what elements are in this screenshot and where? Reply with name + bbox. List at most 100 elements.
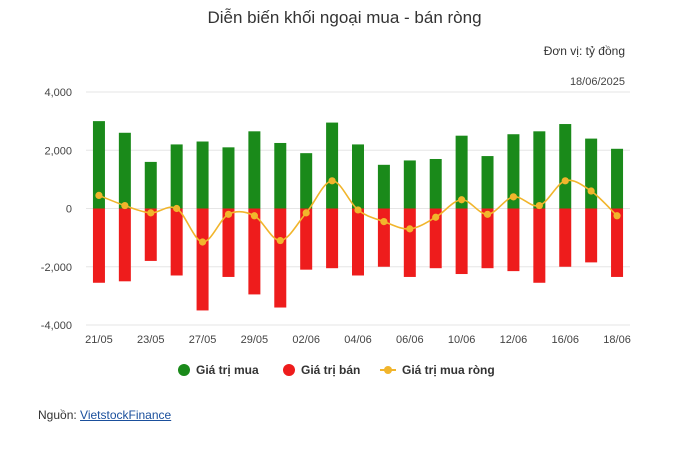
y-tick-label: -2,000 — [41, 262, 72, 274]
x-tick-label: 29/05 — [241, 334, 269, 346]
net-point — [458, 196, 466, 204]
sell-bar — [507, 208, 520, 272]
y-axis-ticks: 4,000 2,000 0 -2,000 -4,000 — [41, 87, 72, 332]
net-point — [147, 209, 155, 217]
net-point — [95, 191, 103, 199]
sell-bar — [118, 208, 131, 282]
x-axis-ticks: 21/05 23/05 27/05 29/05 02/06 04/06 06/06 10/06… — [85, 334, 631, 346]
sell-bar — [403, 208, 416, 277]
net-line — [95, 177, 621, 246]
buy-bar — [248, 131, 261, 209]
x-tick-label: 16/06 — [551, 334, 579, 346]
sell-bar — [377, 208, 390, 267]
sell-bar — [585, 208, 598, 263]
buy-bar — [196, 141, 209, 209]
net-point — [561, 177, 569, 185]
net-point — [328, 177, 336, 185]
buy-bar — [377, 164, 390, 209]
net-point — [198, 238, 207, 246]
sell-bar — [170, 208, 183, 276]
unit-label: Đơn vị: tỷ đồng — [543, 44, 625, 58]
legend-label-net: Giá trị mua ròng — [402, 363, 495, 377]
legend-item-sell[interactable]: Giá trị bán — [283, 362, 360, 378]
sell-swatch-icon — [283, 364, 295, 376]
x-tick-label: 04/06 — [344, 334, 372, 346]
y-tick-label: 0 — [66, 204, 72, 216]
net-point — [535, 201, 543, 210]
x-tick-label: 06/06 — [396, 334, 424, 346]
legend-label-buy: Giá trị mua — [196, 363, 259, 377]
source-note: Nguồn: VietstockFinance — [38, 408, 171, 422]
buy-bar — [611, 148, 624, 209]
y-tick-label: 4,000 — [44, 87, 72, 99]
y-tick-label: 2,000 — [44, 145, 72, 157]
legend-item-net[interactable]: Giá trị mua ròng — [380, 362, 495, 378]
legend-label-sell: Giá trị bán — [301, 363, 361, 377]
legend-item-buy[interactable]: Giá trị mua — [178, 362, 259, 378]
net-point — [509, 193, 518, 201]
sell-bar — [300, 208, 313, 270]
buy-bar — [222, 147, 235, 209]
net-point — [224, 210, 233, 218]
sell-bar — [222, 208, 235, 277]
sell-bar — [533, 208, 546, 283]
net-point — [380, 218, 388, 226]
legend: Giá trị mua Giá trị bán Giá trị mua ròng — [0, 362, 689, 378]
buy-bar — [274, 142, 287, 209]
net-point — [406, 225, 414, 233]
net-point — [173, 204, 181, 213]
net-point — [276, 236, 284, 245]
buy-bar — [326, 122, 339, 209]
buy-bar — [481, 156, 494, 209]
buy-bar — [170, 144, 183, 209]
net-point — [250, 212, 258, 220]
chart-title: Diễn biến khối ngoại mua - bán ròng — [207, 8, 482, 27]
buy-bar — [300, 153, 313, 209]
x-tick-label: 23/05 — [137, 334, 165, 346]
buy-bar — [403, 160, 416, 209]
sell-bar — [248, 208, 261, 295]
source-link[interactable]: VietstockFinance — [80, 408, 172, 422]
sell-bar — [559, 208, 572, 267]
buy-bar — [92, 121, 105, 209]
x-tick-label: 02/06 — [292, 334, 320, 346]
buy-bar — [533, 131, 546, 209]
sell-bar — [92, 208, 105, 283]
net-point — [121, 201, 129, 210]
x-tick-label: 27/05 — [189, 334, 217, 346]
x-tick-label: 12/06 — [500, 334, 528, 346]
sell-bar — [326, 208, 339, 269]
sell-bar — [352, 208, 364, 276]
sell-bar — [481, 208, 494, 269]
buy-bar — [507, 134, 520, 209]
net-point — [613, 212, 621, 220]
y-tick-label: -4,000 — [41, 320, 72, 332]
net-point — [302, 209, 310, 217]
sell-bar — [144, 208, 157, 261]
buy-bar — [559, 124, 572, 209]
sell-bar — [429, 208, 442, 269]
sell-bar — [196, 208, 209, 311]
x-tick-label: 10/06 — [448, 334, 476, 346]
net-point — [483, 210, 492, 218]
sell-bar — [611, 208, 624, 277]
buy-bar — [585, 138, 598, 209]
net-point — [587, 187, 595, 195]
date-label: 18/06/2025 — [569, 76, 625, 88]
net-point — [354, 206, 362, 214]
x-tick-label: 18/06 — [603, 334, 631, 346]
sell-bar — [274, 208, 287, 308]
x-tick-label: 21/05 — [85, 334, 113, 346]
buy-bar — [352, 144, 364, 209]
net-point — [432, 213, 440, 221]
buy-swatch-icon — [178, 364, 190, 376]
net-line-swatch-icon — [380, 364, 396, 376]
source-prefix: Nguồn: — [38, 408, 81, 422]
buy-bar — [144, 161, 157, 209]
buy-bar — [455, 135, 468, 209]
buy-bar — [429, 158, 442, 209]
bars — [92, 121, 624, 311]
buy-bar — [118, 132, 131, 209]
sell-bar — [455, 208, 468, 275]
